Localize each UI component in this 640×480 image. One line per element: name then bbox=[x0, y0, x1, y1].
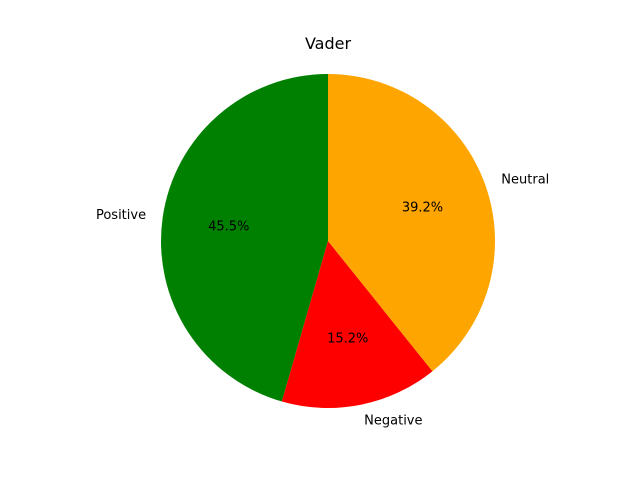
chart-title: Vader bbox=[305, 34, 352, 53]
pie-slice-positive bbox=[161, 74, 328, 402]
pie-labels: Positive 45.5% Negative 15.2% Neutral 39.2% bbox=[96, 173, 549, 429]
slice-label-neutral: Neutral bbox=[501, 173, 549, 188]
slice-percent-negative: 15.2% bbox=[327, 332, 368, 347]
pie-slice-negative bbox=[281, 241, 433, 408]
slice-label-positive: Positive bbox=[96, 208, 146, 223]
slice-label-negative: Negative bbox=[364, 414, 422, 429]
slice-percent-neutral: 39.2% bbox=[402, 200, 443, 215]
pie-slice-neutral bbox=[328, 74, 495, 372]
slice-percent-positive: 45.5% bbox=[208, 220, 249, 235]
pie-slices bbox=[161, 74, 495, 408]
